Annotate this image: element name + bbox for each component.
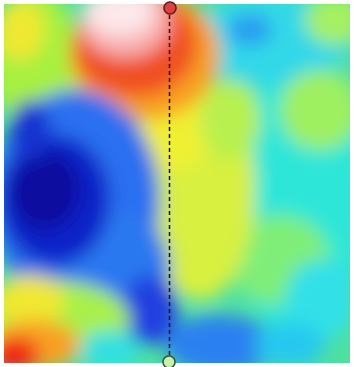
start-handle[interactable] bbox=[163, 1, 177, 15]
end-handle[interactable] bbox=[162, 355, 176, 367]
